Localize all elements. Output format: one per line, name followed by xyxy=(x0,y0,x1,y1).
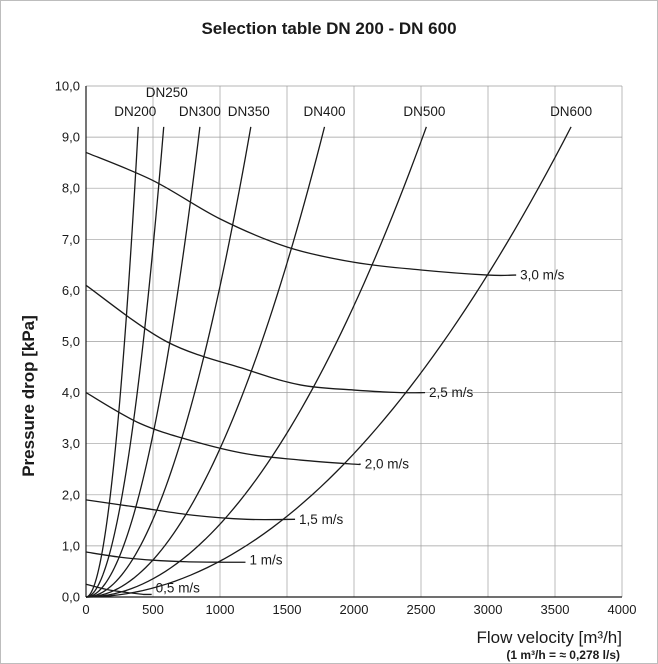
velocity-label: 2,5 m/s xyxy=(429,385,474,400)
pipe-curve-dn250 xyxy=(85,126,165,598)
grid xyxy=(85,85,623,598)
pipe-label-dn300: DN300 xyxy=(179,104,221,119)
pipe-label-dn350: DN350 xyxy=(228,104,270,119)
velocity-curve xyxy=(85,392,361,466)
velocity-curve xyxy=(85,583,152,596)
x-tick-label: 2000 xyxy=(340,602,369,617)
pipe-curve-dn400 xyxy=(85,126,326,598)
y-tick-label: 5,0 xyxy=(62,334,80,349)
pipe-curve-dn600 xyxy=(85,126,572,598)
velocity-curve xyxy=(85,151,517,277)
x-axis-label: Flow velocity [m³/h] xyxy=(477,628,622,647)
velocity-curve xyxy=(85,499,296,521)
y-tick-label: 1,0 xyxy=(62,538,80,553)
curves xyxy=(85,126,572,598)
y-tick-label: 8,0 xyxy=(62,181,80,196)
x-tick-label: 3000 xyxy=(474,602,503,617)
x-tick-label: 3500 xyxy=(541,602,570,617)
pipe-curve-dn350 xyxy=(85,126,252,598)
velocity-label: 1,5 m/s xyxy=(299,512,344,527)
pipe-label-dn400: DN400 xyxy=(304,104,346,119)
velocity-label: 1 m/s xyxy=(249,553,282,568)
pipe-curve-dn500 xyxy=(85,126,427,598)
pipe-curve-dn300 xyxy=(85,126,201,598)
velocity-label: 2,0 m/s xyxy=(365,457,410,472)
velocity-label: 3,0 m/s xyxy=(520,268,565,283)
pipe-label-dn500: DN500 xyxy=(403,104,445,119)
velocity-curve xyxy=(85,551,246,563)
y-tick-label: 9,0 xyxy=(62,130,80,145)
pipe-label-dn600: DN600 xyxy=(550,104,592,119)
y-tick-label: 2,0 xyxy=(62,487,80,502)
x-tick-label: 500 xyxy=(142,602,164,617)
y-tick-label: 4,0 xyxy=(62,385,80,400)
x-tick-label: 1000 xyxy=(206,602,235,617)
pipe-label-dn200: DN200 xyxy=(114,104,156,119)
chart-title: Selection table DN 200 - DN 600 xyxy=(201,19,456,38)
tick-labels: 0 500 1000 1500 2000 2500 3000 3500 4000 0,0 1,0 2,… xyxy=(55,79,637,618)
y-tick-label: 10,0 xyxy=(55,79,80,94)
velocity-label: 0,5 m/s xyxy=(156,580,201,595)
y-tick-label: 3,0 xyxy=(62,436,80,451)
x-tick-label: 4000 xyxy=(608,602,637,617)
x-tick-label: 1500 xyxy=(273,602,302,617)
x-axis-note: (1 m³/h = ≈ 0,278 l/s) xyxy=(506,648,620,662)
pipe-curve-dn200 xyxy=(85,126,139,598)
velocity-curve xyxy=(85,284,426,394)
pipe-label-dn250: DN250 xyxy=(146,85,188,100)
x-tick-label: 2500 xyxy=(407,602,436,617)
y-tick-label: 0,0 xyxy=(62,590,80,605)
x-tick-label: 0 xyxy=(82,602,89,617)
series-labels: DN200 DN250 DN300 DN350 DN400 DN500 DN600 0,5 m… xyxy=(114,85,592,595)
y-tick-label: 6,0 xyxy=(62,283,80,298)
y-axis-label: Pressure drop [kPa] xyxy=(19,315,38,477)
y-tick-label: 7,0 xyxy=(62,232,80,247)
